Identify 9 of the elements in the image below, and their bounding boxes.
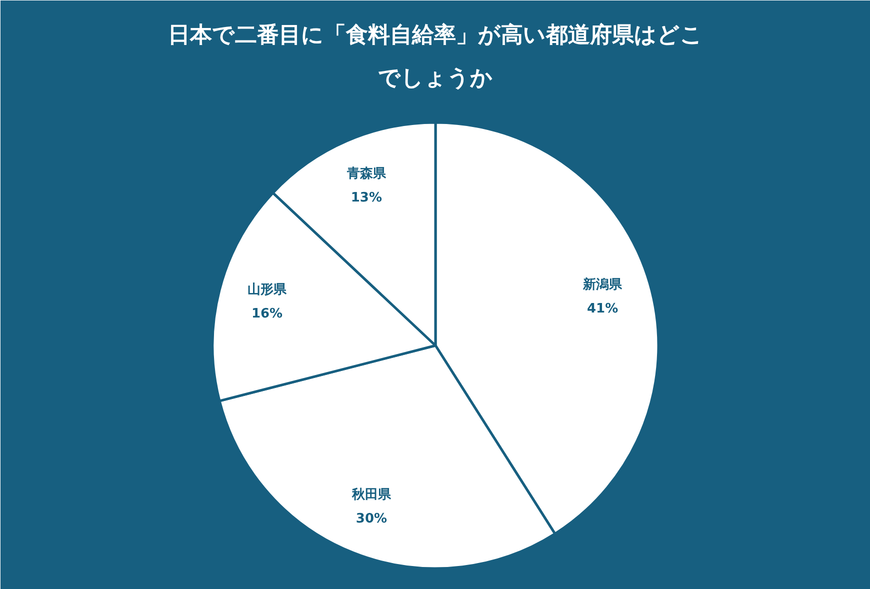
chart-title: 日本で二番目に「食料自給率」が高い都道府県はどこでしょうか xyxy=(168,22,703,91)
slice-label: 新潟県 xyxy=(582,276,624,292)
slice-label: 山形県 xyxy=(248,282,288,298)
data-label: 16% xyxy=(251,306,283,322)
data-label: 30% xyxy=(356,512,388,527)
slice-label: 秋田県 xyxy=(350,488,392,503)
data-label: 41% xyxy=(586,301,618,316)
data-label: 13% xyxy=(350,190,382,206)
slice-label: 青森県 xyxy=(346,166,387,182)
